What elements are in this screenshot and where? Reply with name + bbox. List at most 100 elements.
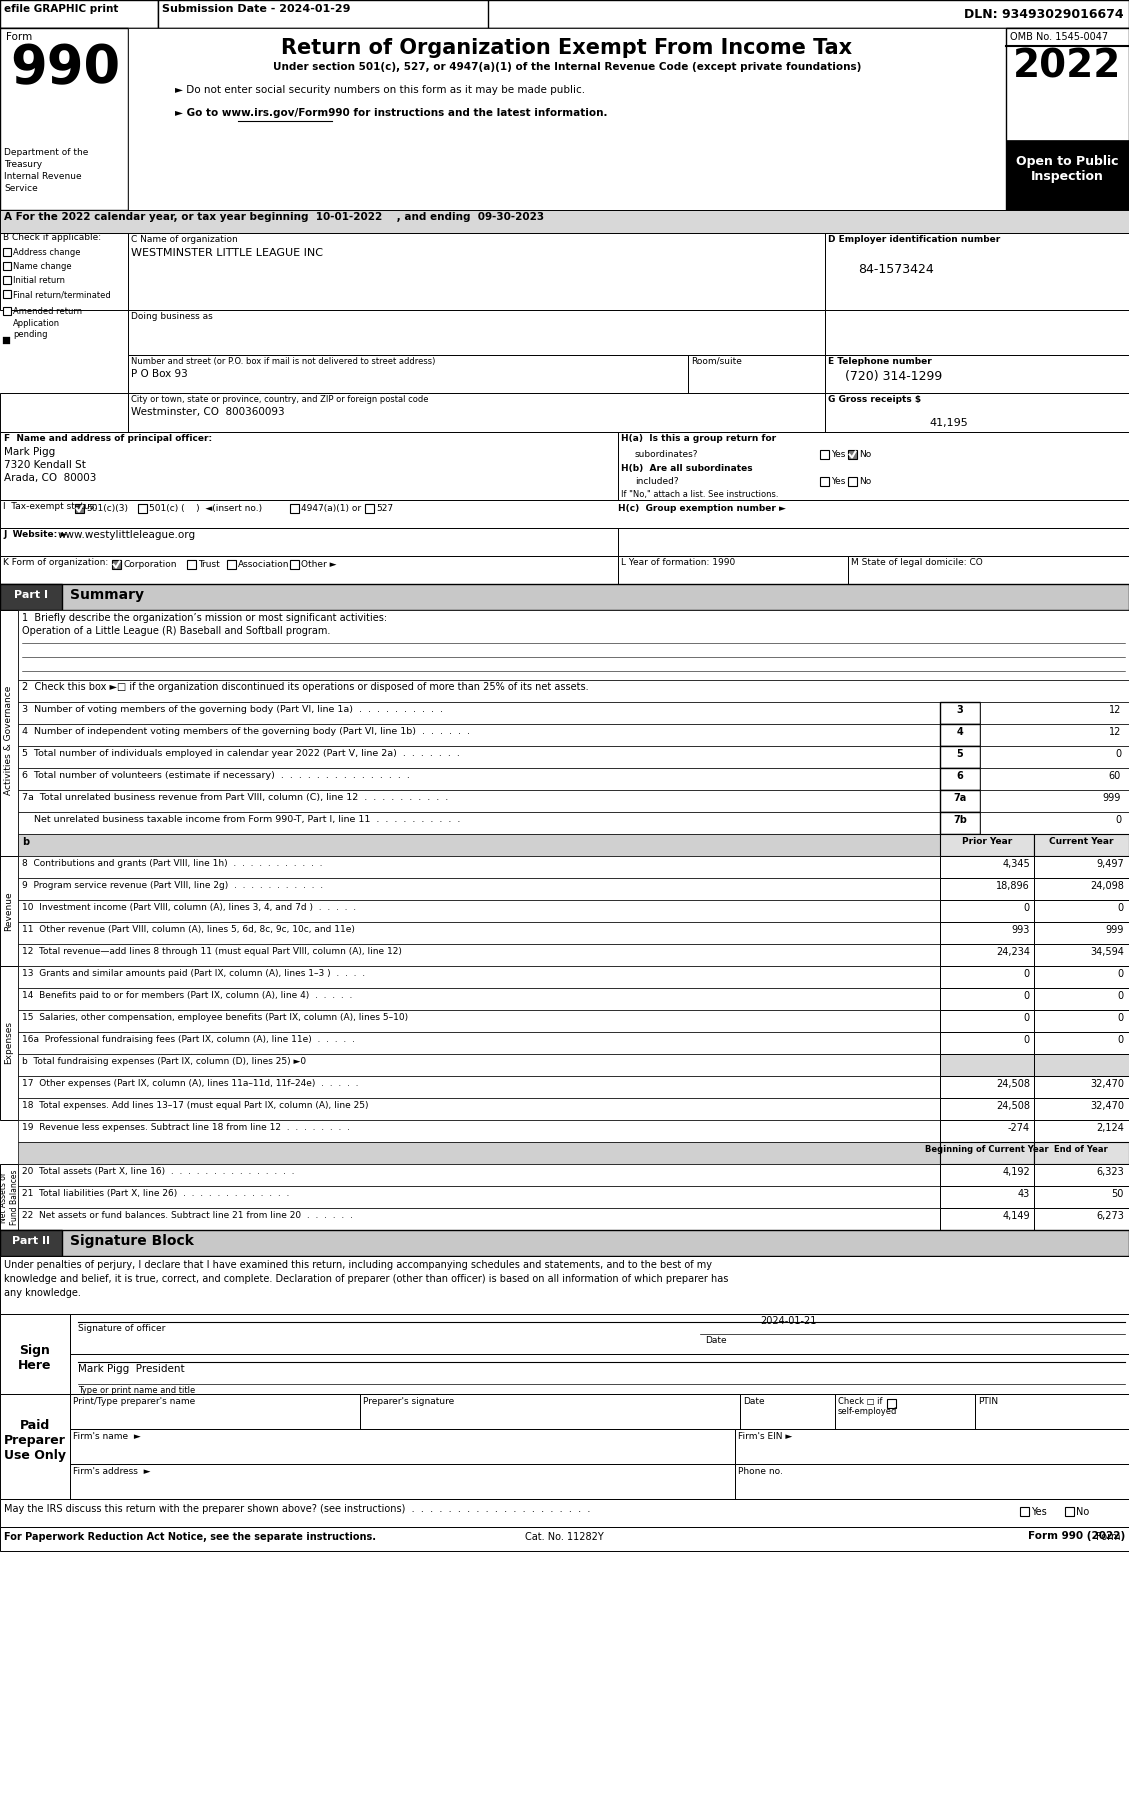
Text: 24,234: 24,234 — [996, 947, 1030, 958]
Text: H(b)  Are all subordinates: H(b) Are all subordinates — [621, 464, 753, 473]
Bar — [735, 1429, 1129, 1464]
Bar — [18, 1208, 940, 1230]
Text: Association: Association — [238, 561, 289, 570]
Text: 50: 50 — [1112, 1188, 1124, 1199]
Bar — [18, 834, 940, 856]
Text: 24,098: 24,098 — [1091, 882, 1124, 891]
Text: D Employer identification number: D Employer identification number — [828, 236, 1000, 245]
Bar — [0, 432, 618, 501]
Bar — [1065, 1507, 1074, 1517]
Text: 7320 Kendall St: 7320 Kendall St — [5, 461, 86, 470]
Text: Submission Date - 2024-01-29: Submission Date - 2024-01-29 — [161, 4, 350, 15]
Bar — [739, 1393, 835, 1429]
Text: 527: 527 — [376, 504, 393, 513]
Text: 0: 0 — [1024, 969, 1030, 980]
Bar — [980, 746, 1129, 767]
Bar — [3, 261, 11, 270]
Bar — [360, 1393, 739, 1429]
Bar — [980, 813, 1129, 834]
Bar — [825, 356, 1129, 394]
Bar — [820, 450, 829, 459]
Bar — [940, 1076, 1034, 1097]
Text: Mark Pigg  President: Mark Pigg President — [78, 1364, 185, 1373]
Bar — [0, 27, 1129, 210]
Bar — [1034, 967, 1129, 989]
Bar — [18, 1032, 940, 1054]
Text: Yes: Yes — [831, 477, 846, 486]
Bar — [128, 232, 825, 310]
Text: Trust: Trust — [198, 561, 220, 570]
Bar — [3, 337, 10, 345]
Text: Net unrelated business taxable income from Form 990-T, Part I, line 11  .  .  . : Net unrelated business taxable income fr… — [21, 814, 461, 824]
Text: DLN: 93493029016674: DLN: 93493029016674 — [964, 7, 1124, 20]
Text: 6: 6 — [956, 771, 963, 782]
Text: Westminster, CO  800360093: Westminster, CO 800360093 — [131, 406, 285, 417]
Text: Net Assets or
Fund Balances: Net Assets or Fund Balances — [0, 1170, 19, 1224]
Bar — [618, 432, 1129, 501]
Text: 6,323: 6,323 — [1096, 1166, 1124, 1177]
Text: Initial return: Initial return — [14, 276, 65, 285]
Text: pending: pending — [14, 330, 47, 339]
Text: L Year of formation: 1990: L Year of formation: 1990 — [621, 559, 735, 568]
Text: Operation of a Little League (R) Baseball and Softball program.: Operation of a Little League (R) Basebal… — [21, 626, 331, 637]
Text: 1  Briefly describe the organization’s mission or most significant activities:: 1 Briefly describe the organization’s mi… — [21, 613, 387, 622]
Text: Expenses: Expenses — [5, 1021, 14, 1065]
Bar — [18, 610, 1129, 680]
Bar — [128, 27, 1006, 210]
Text: No: No — [859, 477, 872, 486]
Bar — [70, 1313, 1129, 1353]
Bar — [3, 276, 11, 285]
Bar — [1034, 989, 1129, 1010]
Bar — [940, 878, 1034, 900]
Bar — [70, 1393, 360, 1429]
Text: Internal Revenue: Internal Revenue — [5, 172, 81, 181]
Text: 4,192: 4,192 — [1003, 1166, 1030, 1177]
Bar — [1034, 900, 1129, 922]
Text: 3  Number of voting members of the governing body (Part VI, line 1a)  .  .  .  .: 3 Number of voting members of the govern… — [21, 706, 443, 715]
Bar — [980, 702, 1129, 724]
Bar — [848, 450, 857, 459]
Bar — [18, 943, 940, 967]
Text: I  Tax-exempt status:: I Tax-exempt status: — [3, 502, 97, 512]
Text: Yes: Yes — [1031, 1507, 1047, 1517]
Text: 2  Check this box ►□ if the organization discontinued its operations or disposed: 2 Check this box ►□ if the organization … — [21, 682, 588, 691]
Bar — [290, 561, 299, 570]
Bar — [18, 1097, 940, 1119]
Bar — [980, 767, 1129, 791]
Text: Room/suite: Room/suite — [691, 357, 742, 366]
Bar — [3, 290, 11, 297]
Bar — [1034, 834, 1129, 856]
Text: Firm's address  ►: Firm's address ► — [73, 1468, 150, 1477]
Text: Preparer's signature: Preparer's signature — [364, 1397, 454, 1406]
Text: May the IRS discuss this return with the preparer shown above? (see instructions: May the IRS discuss this return with the… — [5, 1504, 590, 1515]
Text: any knowledge.: any knowledge. — [5, 1288, 81, 1299]
Bar — [18, 989, 940, 1010]
Bar — [0, 856, 18, 967]
Bar — [940, 791, 980, 813]
Bar — [0, 557, 618, 584]
Bar — [825, 394, 1129, 432]
Bar — [940, 1097, 1034, 1119]
Bar — [618, 557, 848, 584]
Text: M State of legal domicile: CO: M State of legal domicile: CO — [851, 559, 982, 568]
Bar — [3, 307, 11, 316]
Text: Service: Service — [5, 183, 37, 192]
Text: 4,345: 4,345 — [1003, 860, 1030, 869]
Text: J  Website: ►: J Website: ► — [3, 530, 68, 539]
Text: 11  Other revenue (Part VIII, column (A), lines 5, 6d, 8c, 9c, 10c, and 11e): 11 Other revenue (Part VIII, column (A),… — [21, 925, 355, 934]
Bar — [18, 702, 940, 724]
Text: Paid
Preparer
Use Only: Paid Preparer Use Only — [5, 1419, 65, 1462]
Bar — [18, 680, 1129, 702]
Text: Yes: Yes — [831, 450, 846, 459]
Bar — [0, 501, 1129, 528]
Text: included?: included? — [634, 477, 679, 486]
Text: 7b: 7b — [953, 814, 966, 825]
Bar — [187, 561, 196, 570]
Bar — [1034, 1186, 1129, 1208]
Text: For Paperwork Reduction Act Notice, see the separate instructions.: For Paperwork Reduction Act Notice, see … — [5, 1533, 376, 1542]
Bar — [835, 1393, 975, 1429]
Text: If "No," attach a list. See instructions.: If "No," attach a list. See instructions… — [621, 490, 779, 499]
Bar — [0, 1313, 70, 1393]
Text: 13  Grants and similar amounts paid (Part IX, column (A), lines 1–3 )  .  .  .  : 13 Grants and similar amounts paid (Part… — [21, 969, 365, 978]
Text: Form: Form — [6, 33, 33, 42]
